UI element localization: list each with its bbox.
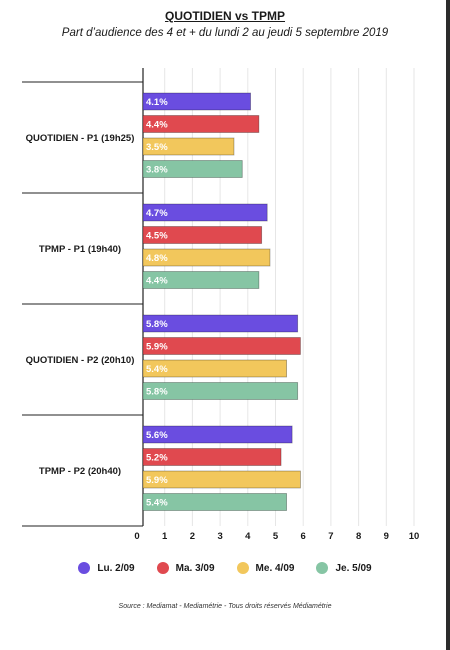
x-tick-label: 2 bbox=[190, 531, 195, 542]
legend-swatch bbox=[316, 562, 329, 574]
bar-value-label: 5.2% bbox=[146, 453, 168, 464]
bar bbox=[142, 203, 268, 222]
bar bbox=[142, 493, 287, 511]
bar-value-label: 5.4% bbox=[146, 364, 168, 375]
x-tick-label: 7 bbox=[328, 531, 333, 542]
legend-label: Je. 5/09 bbox=[335, 562, 372, 574]
bar bbox=[142, 314, 299, 333]
bar bbox=[142, 425, 293, 444]
x-tick-label: 6 bbox=[301, 531, 306, 542]
legend-swatch bbox=[236, 562, 249, 574]
bar bbox=[142, 271, 260, 289]
bar-value-label: 3.5% bbox=[146, 142, 168, 153]
chart-legend: Lu. 2/09 Ma. 3/09 Me. 4/09 Je. 5/09 bbox=[0, 562, 450, 574]
bar-value-label: 4.8% bbox=[146, 253, 168, 264]
bar bbox=[142, 137, 235, 156]
legend-label: Ma. 3/09 bbox=[175, 562, 215, 574]
x-tick-label: 3 bbox=[217, 531, 222, 542]
bar-value-label: 3.8% bbox=[146, 165, 168, 176]
bar-value-label: 5.8% bbox=[146, 387, 168, 398]
bar bbox=[142, 92, 251, 111]
category-label: TPMP - P2 (20h40) bbox=[39, 466, 121, 477]
bar bbox=[142, 248, 271, 267]
x-tick-label: 0 bbox=[134, 531, 139, 542]
legend-item: Ma. 3/09 bbox=[156, 562, 215, 574]
category-label: QUOTIDIEN - P2 (20h10) bbox=[26, 355, 135, 366]
bar-value-label: 5.9% bbox=[146, 342, 168, 353]
legend-item: Lu. 2/09 bbox=[78, 562, 135, 574]
bar-value-label: 4.7% bbox=[146, 208, 168, 219]
bar bbox=[142, 226, 263, 244]
legend-label: Lu. 2/09 bbox=[97, 562, 135, 574]
bar-value-label: 4.5% bbox=[146, 231, 168, 242]
chart-subtitle: Part d’audience des 4 et + du lundi 2 au… bbox=[61, 27, 389, 39]
bar-value-label: 4.1% bbox=[146, 97, 168, 108]
category-label: QUOTIDIEN - P1 (19h25) bbox=[26, 133, 135, 144]
bar-value-label: 5.4% bbox=[146, 498, 168, 509]
x-tick-label: 4 bbox=[245, 531, 251, 542]
bar bbox=[142, 115, 260, 133]
bar bbox=[142, 382, 299, 400]
bar-value-label: 5.8% bbox=[146, 319, 168, 330]
category-label: TPMP - P1 (19h40) bbox=[39, 244, 121, 255]
source-note: Source : Mediamat - Mediamétrie - Tous d… bbox=[118, 603, 332, 610]
bar-value-label: 5.9% bbox=[146, 475, 168, 486]
bar-value-label: 4.4% bbox=[146, 120, 168, 131]
chart-title: QUOTIDIEN vs TPMP bbox=[164, 9, 286, 23]
x-tick-label: 9 bbox=[384, 531, 389, 542]
legend-label: Me. 4/09 bbox=[255, 562, 295, 574]
legend-swatch bbox=[156, 562, 169, 574]
bar bbox=[142, 337, 301, 355]
bar-value-label: 4.4% bbox=[146, 276, 168, 287]
x-tick-label: 10 bbox=[409, 531, 420, 542]
x-tick-label: 5 bbox=[273, 531, 279, 542]
bar bbox=[142, 470, 301, 489]
bar-value-label: 5.6% bbox=[146, 430, 168, 441]
bar bbox=[142, 359, 287, 378]
legend-item: Me. 4/09 bbox=[236, 562, 295, 574]
legend-swatch bbox=[78, 562, 91, 574]
bar bbox=[142, 448, 282, 466]
bar bbox=[142, 160, 243, 178]
x-tick-label: 8 bbox=[356, 531, 361, 542]
legend-item: Je. 5/09 bbox=[316, 562, 372, 574]
x-tick-label: 1 bbox=[162, 531, 168, 542]
